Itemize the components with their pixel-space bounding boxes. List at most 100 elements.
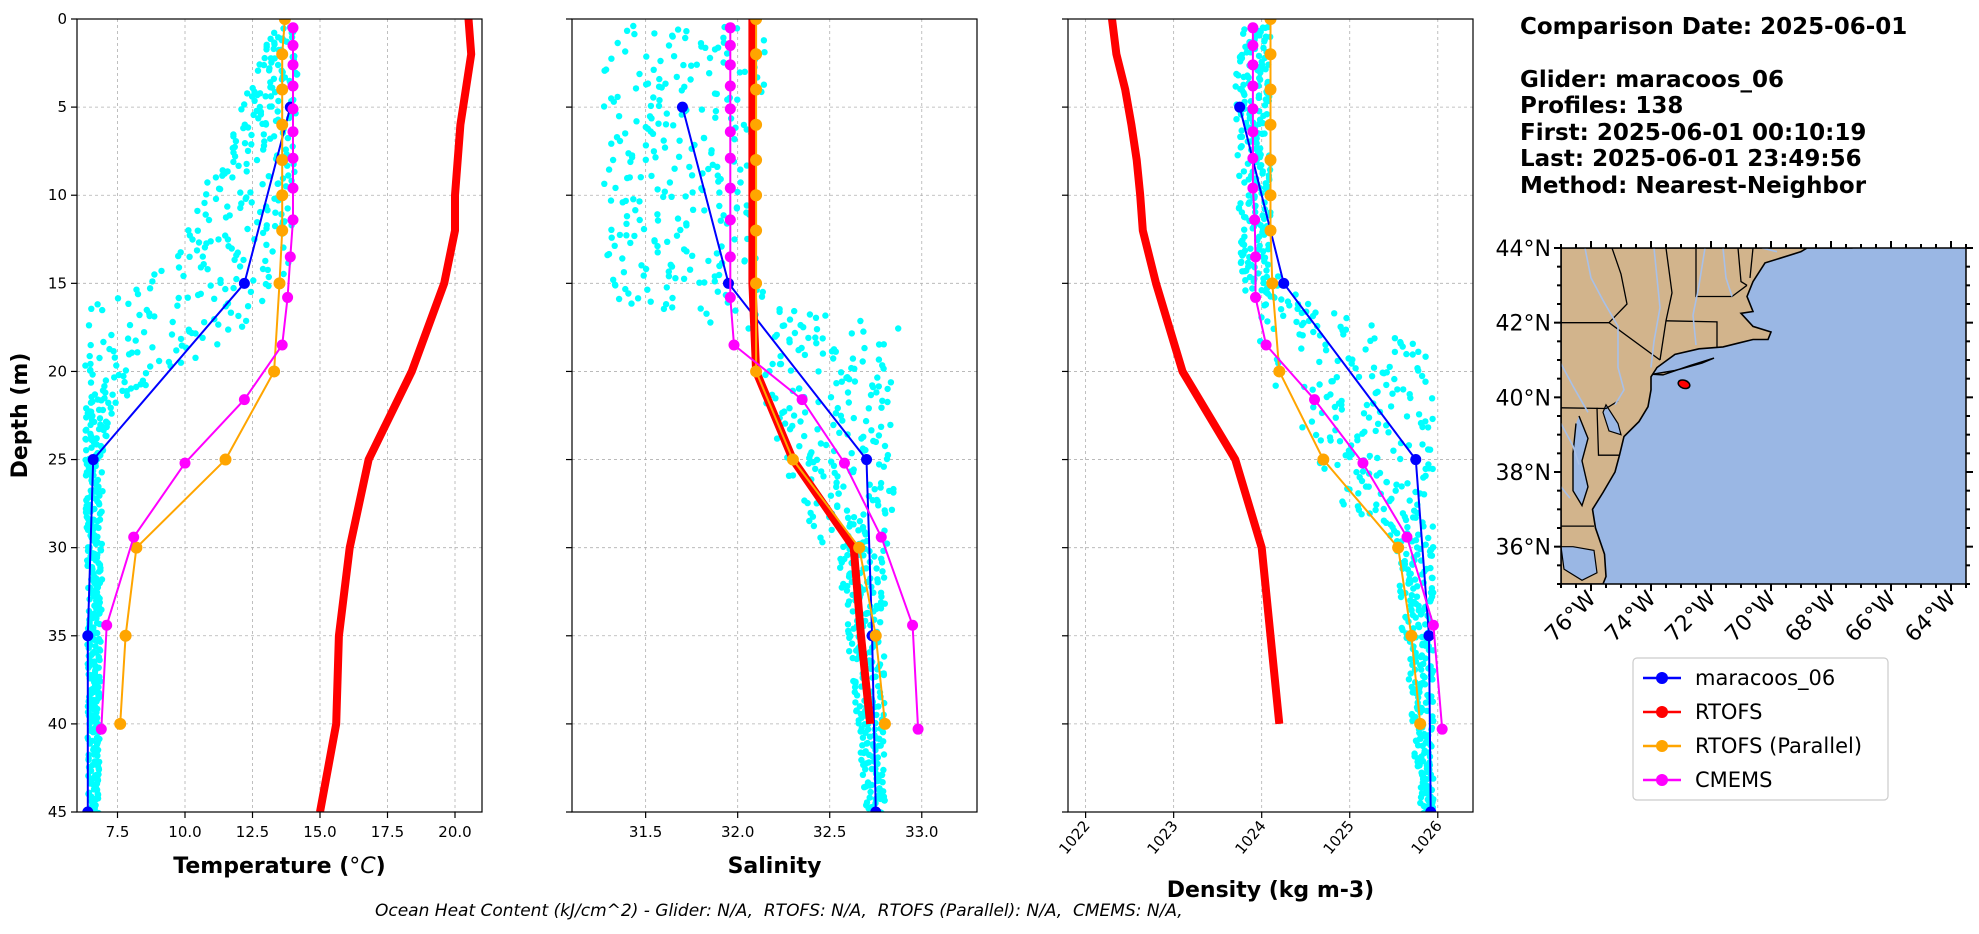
scatter-point — [238, 106, 245, 113]
scatter-point — [1257, 69, 1264, 76]
scatter-point — [267, 84, 274, 91]
series-marker — [1247, 103, 1259, 115]
scatter-point — [1261, 102, 1269, 109]
scatter-point — [113, 362, 120, 369]
scatter-point — [175, 294, 182, 302]
scatter-point — [1338, 406, 1346, 413]
scatter-point — [868, 427, 875, 434]
series-marker — [722, 277, 734, 289]
y-tick-label: 20 — [48, 362, 67, 380]
scatter-point — [1422, 418, 1429, 425]
state-boundary — [1659, 248, 1673, 361]
scatter-point — [844, 601, 852, 608]
scatter-point — [284, 134, 292, 142]
scatter-point — [828, 348, 836, 355]
scatter-point — [819, 335, 826, 342]
x-axis-label: Temperature (°C) — [173, 854, 385, 879]
scatter-point — [801, 432, 808, 440]
scatter-point — [843, 507, 851, 514]
scatter-point — [97, 678, 104, 685]
scatter-point — [253, 156, 261, 164]
scatter-point — [724, 96, 731, 103]
scatter-point — [875, 703, 882, 710]
scatter-point — [678, 87, 685, 94]
scatter-points — [1232, 23, 1437, 812]
scatter-point — [88, 305, 95, 312]
scatter-point — [202, 211, 209, 218]
scatter-point — [737, 179, 744, 186]
series-marker — [273, 277, 286, 290]
scatter-point — [1415, 602, 1422, 609]
last-time: Last: 2025-06-01 23:49:56 — [1520, 146, 1862, 172]
scatter-point — [1355, 373, 1363, 381]
scatter-point — [665, 42, 673, 49]
scatter-point — [1430, 775, 1437, 782]
state-boundary — [1596, 407, 1620, 456]
scatter-point — [812, 314, 820, 321]
scatter-point — [1415, 623, 1423, 631]
scatter-point — [146, 285, 154, 292]
scatter-point — [622, 48, 629, 55]
scatter-point — [112, 399, 119, 406]
series-marker — [724, 103, 736, 115]
scatter-point — [189, 236, 196, 243]
scatter-point — [604, 251, 611, 259]
scatter-point — [1241, 226, 1248, 233]
scatter-point — [1398, 483, 1405, 490]
scatter-point — [1246, 115, 1254, 122]
scatter-point — [1418, 372, 1426, 380]
scatter-point — [669, 304, 676, 311]
scatter-point — [91, 728, 98, 736]
grid — [77, 18, 482, 813]
series-marker — [1247, 152, 1259, 164]
scatter-point — [1233, 70, 1240, 78]
scatter-point — [264, 266, 271, 274]
scatter-point — [790, 412, 798, 419]
scatter-point — [662, 121, 670, 128]
scatter-point — [602, 66, 610, 73]
scatter-point — [720, 34, 727, 41]
pamlico-sound — [1561, 546, 1598, 581]
map: 44°N 42°N 40°N 38°N 36°N 76°W 74°W 72°W 70°W 68°W… — [1496, 237, 1973, 647]
scatter-point — [863, 610, 870, 617]
scatter-point — [1240, 168, 1248, 175]
scatter-point — [857, 728, 864, 735]
series-marker — [1266, 277, 1279, 290]
scatter-point — [859, 771, 867, 778]
scatter-point — [1286, 302, 1293, 309]
scatter-point — [1408, 592, 1416, 599]
scatter-point — [1407, 656, 1414, 663]
scatter-point — [655, 102, 663, 110]
scatter-point — [1239, 252, 1246, 259]
scatter-point — [627, 239, 634, 247]
scatter-point — [703, 310, 710, 317]
scatter-point — [1422, 699, 1430, 706]
scatter-point — [759, 288, 766, 296]
scatter-point — [200, 261, 207, 268]
series-marker — [287, 59, 299, 71]
scatter-point — [1422, 472, 1429, 479]
scatter-point — [248, 141, 255, 148]
scatter-point — [82, 362, 89, 369]
scatter-point — [270, 133, 278, 140]
scatter-point — [877, 619, 884, 626]
scatter-point — [812, 334, 819, 341]
legend-marker — [1656, 672, 1668, 684]
scatter-point — [835, 490, 842, 497]
scatter-point — [89, 650, 96, 657]
scatter-point — [701, 207, 708, 214]
scatter-point — [786, 405, 793, 412]
scatter-point — [1238, 86, 1246, 94]
series-marker — [750, 224, 763, 237]
scatter-point — [647, 102, 655, 110]
method: Method: Nearest-Neighbor — [1520, 172, 1867, 199]
scatter-point — [866, 733, 874, 740]
scatter-point — [867, 391, 875, 399]
scatter-point — [860, 511, 867, 518]
scatter-point — [93, 734, 101, 741]
series-marker — [724, 214, 736, 226]
scatter-point — [1409, 514, 1417, 521]
scatter-point — [1310, 328, 1317, 336]
scatter-point — [862, 417, 870, 425]
scatter-point — [175, 252, 182, 260]
